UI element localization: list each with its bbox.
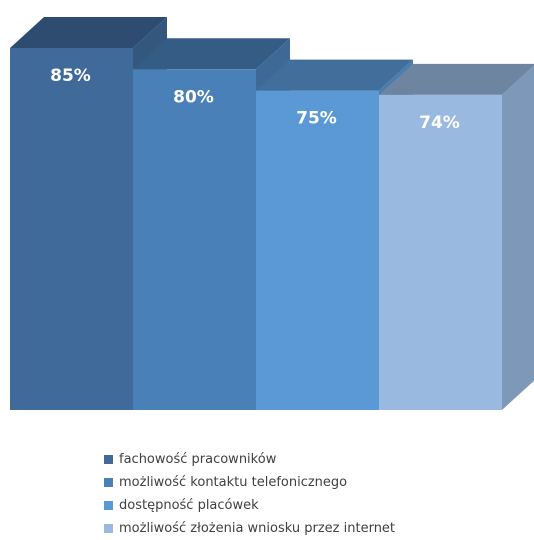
- legend-label: dostępność placówek: [119, 498, 259, 513]
- legend-swatch: [104, 501, 113, 510]
- legend-label: fachowość pracowników: [119, 452, 277, 467]
- bar-4: 74%: [379, 63, 534, 411]
- bar-front-face: [133, 69, 256, 410]
- legend-swatch: [104, 524, 113, 533]
- value-label: 74%: [419, 113, 460, 133]
- bar-top-face: [133, 38, 290, 70]
- bar-top-face: [379, 63, 534, 95]
- legend-swatch: [104, 478, 113, 487]
- value-label: 85%: [50, 66, 91, 86]
- legend-swatch: [104, 455, 113, 464]
- legend-item: możliwość złożenia wniosku przez interne…: [104, 517, 395, 540]
- bar-top-face: [10, 17, 167, 48]
- bar-front-face: [379, 94, 502, 411]
- bar-chart: 85% 80% 75% 74%: [10, 17, 534, 411]
- bar-side-face: [502, 65, 534, 410]
- bar-top-face: [256, 59, 413, 91]
- bar-front-face: [256, 90, 379, 411]
- legend-item: fachowość pracowników: [104, 448, 395, 471]
- value-label: 75%: [296, 109, 337, 129]
- legend-item: dostępność placówek: [104, 494, 395, 517]
- legend-item: możliwość kontaktu telefonicznego: [104, 471, 395, 494]
- legend-label: możliwość kontaktu telefonicznego: [119, 475, 348, 490]
- legend-label: możliwość złożenia wniosku przez interne…: [119, 521, 396, 536]
- bar-front-face: [10, 48, 133, 410]
- value-label: 80%: [173, 87, 214, 107]
- chart-legend: fachowość pracowników możliwość kontaktu …: [104, 448, 395, 540]
